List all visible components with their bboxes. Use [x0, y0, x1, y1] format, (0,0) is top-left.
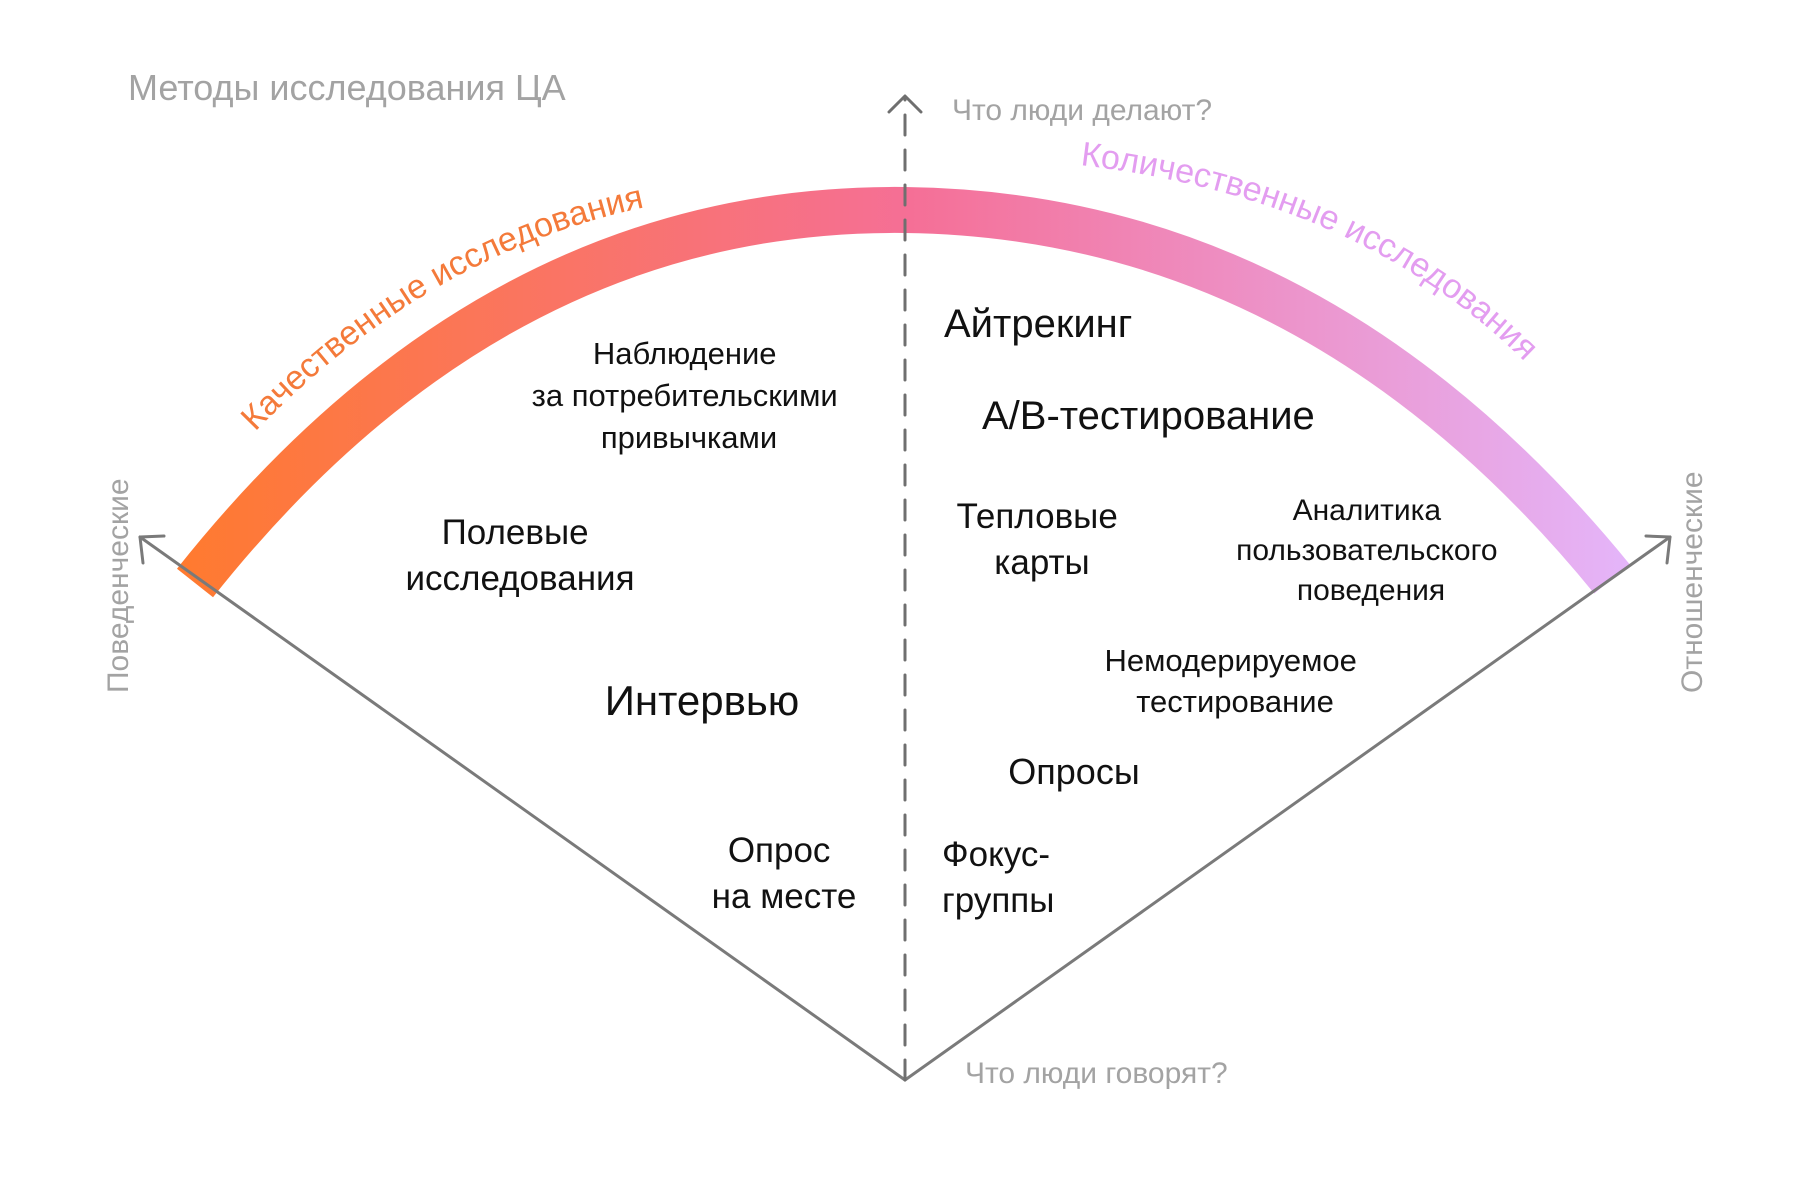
method-eyetracking: Айтрекинг [944, 302, 1132, 346]
method-field-research: Полевые исследования [405, 513, 634, 598]
research-type-arc [176, 186, 1630, 598]
method-surveys: Опросы [1008, 751, 1139, 792]
method-intercept-survey: Опрос на месте [712, 831, 857, 916]
method-ab-testing: А/В-тестирование [982, 394, 1315, 438]
method-behavior-analytics: Аналитика пользовательского поведения [1236, 494, 1506, 607]
attitudinal-arrowhead [1644, 534, 1672, 565]
say-do-arrowhead [887, 94, 923, 114]
behavioral-label: Поведенческие [102, 478, 135, 693]
bottom-axis-label: Что люди говорят? [965, 1057, 1228, 1090]
top-axis-label: Что люди делают? [952, 94, 1212, 127]
attitudinal-axis [903, 534, 1672, 1082]
attitudinal-label: Отношенческие [1676, 471, 1709, 693]
method-unmoderated-testing: Немодерируемое тестирование [1104, 643, 1365, 719]
say-do-axis [887, 94, 923, 1082]
method-observation: Наблюдение за потребительскими привычкам… [532, 336, 847, 455]
behavioral-arrowhead [138, 534, 166, 565]
method-interview: Интервью [605, 677, 800, 724]
behavioral-axis [138, 534, 907, 1082]
page-title: Методы исследования ЦА [128, 67, 566, 108]
method-heatmaps: Тепловые карты [956, 497, 1127, 582]
method-focus-groups: Фокус- группы [942, 835, 1060, 920]
